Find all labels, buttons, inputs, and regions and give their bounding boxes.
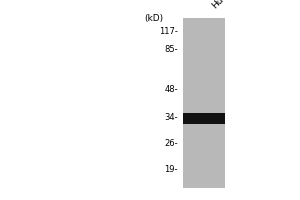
Bar: [183, 113, 225, 124]
Text: 85-: 85-: [164, 46, 178, 54]
Text: HuvEc: HuvEc: [210, 0, 236, 10]
Text: 26-: 26-: [164, 138, 178, 148]
Bar: [183, 18, 225, 188]
Text: 117-: 117-: [159, 27, 178, 36]
Text: 48-: 48-: [164, 86, 178, 95]
Text: 34-: 34-: [164, 114, 178, 122]
Text: 19-: 19-: [164, 166, 178, 174]
Text: (kD): (kD): [144, 14, 163, 23]
